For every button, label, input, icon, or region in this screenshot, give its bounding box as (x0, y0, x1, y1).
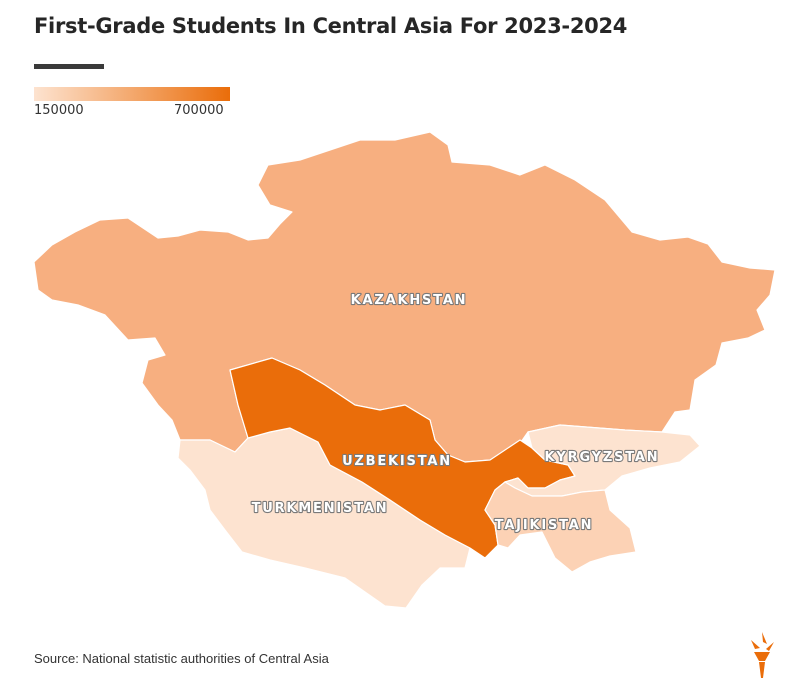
label-uzbekistan: UZBEKISTAN (342, 454, 452, 469)
label-turkmenistan: TURKMENISTAN (252, 501, 389, 516)
torch-logo-icon (751, 632, 774, 678)
legend-max-label: 700000 (174, 103, 224, 118)
legend-min-label: 150000 (34, 103, 84, 118)
label-kyrgyzstan: KYRGYZSTAN (545, 450, 660, 465)
region-tajikistan[interactable] (484, 481, 637, 573)
label-kazakhstan: KAZAKHSTAN (351, 293, 468, 308)
title-underline (34, 64, 104, 69)
label-tajikistan: TAJIKISTAN (495, 518, 594, 533)
central-asia-map: KAZAKHSTAN UZBEKISTAN TURKMENISTAN KYRGY… (33, 131, 776, 609)
chart-title: First-Grade Students In Central Asia For… (34, 14, 628, 38)
source-note: Source: National statistic authorities o… (34, 651, 329, 666)
legend-gradient-bar (34, 87, 230, 101)
